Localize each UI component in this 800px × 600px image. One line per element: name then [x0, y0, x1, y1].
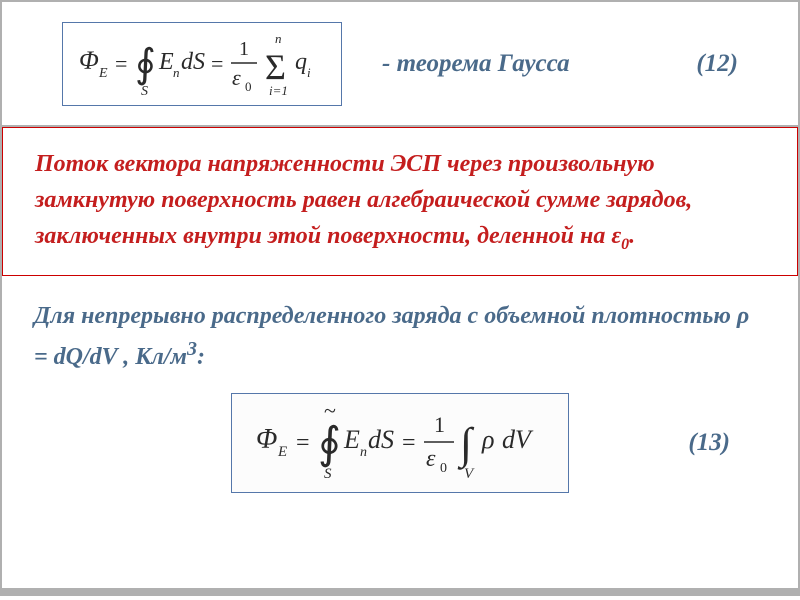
svg-text:S: S [141, 84, 148, 99]
formula-13-wrap: Φ E = ~ ∮ S E n dS = 1 ε [34, 393, 766, 493]
continuous-text: Для непрерывно распределенного заряда с … [34, 298, 766, 375]
epsilon-sub: 0 [621, 236, 629, 253]
svg-text:n: n [173, 65, 180, 80]
theorem-label: - теорема Гаусса [382, 50, 570, 78]
svg-text:S: S [324, 466, 332, 482]
epsilon-zero: ε0 [611, 223, 629, 249]
svg-text:=: = [115, 51, 127, 76]
continuous-colon: : [197, 344, 205, 370]
svg-text:dV: dV [502, 425, 534, 454]
svg-text:n: n [360, 445, 367, 460]
rho-symbol: ρ [737, 303, 749, 329]
svg-text:∫: ∫ [457, 419, 475, 470]
svg-text:E: E [158, 49, 174, 75]
svg-text:1: 1 [434, 412, 445, 437]
eq-num-13: (13) [688, 429, 730, 457]
svg-text:∮: ∮ [318, 419, 341, 468]
svg-text:E: E [98, 66, 108, 81]
bottom-divider [2, 588, 798, 594]
svg-text:E: E [277, 444, 287, 460]
formula-12-svg: Φ E = ∮ S E n dS = 1 ε 0 Σ [77, 29, 327, 99]
svg-text:0: 0 [245, 79, 252, 94]
formula-13-svg: Φ E = ~ ∮ S E n dS = 1 ε [254, 404, 544, 482]
svg-text:V: V [464, 466, 475, 482]
formula-13-box: Φ E = ~ ∮ S E n dS = 1 ε [231, 393, 569, 493]
formula-12-box: Φ E = ∮ S E n dS = 1 ε 0 Σ [62, 22, 342, 106]
continuous-prefix: Для непрерывно распределенного заряда с … [34, 303, 737, 329]
svg-text:ρ: ρ [481, 425, 494, 454]
definition-text: Поток вектора напряженности ЭСП через пр… [35, 151, 692, 249]
svg-text:Φ: Φ [256, 424, 277, 455]
svg-text:i: i [307, 65, 311, 80]
row1-text: - теорема Гаусса (12) [342, 50, 758, 78]
row-formula-12: Φ E = ∮ S E n dS = 1 ε 0 Σ [2, 2, 798, 127]
definition-box: Поток вектора напряженности ЭСП через пр… [2, 127, 798, 276]
svg-text:ε: ε [232, 65, 241, 90]
svg-text:∮: ∮ [135, 41, 156, 86]
svg-text:E: E [343, 425, 360, 454]
svg-text:ε: ε [426, 446, 436, 472]
svg-text:n: n [275, 31, 282, 46]
svg-text:Φ: Φ [79, 46, 99, 75]
svg-text:q: q [295, 49, 307, 75]
svg-text:dS: dS [181, 49, 205, 75]
svg-text:i=1: i=1 [269, 83, 288, 98]
svg-text:0: 0 [440, 461, 447, 476]
definition-period: . [629, 223, 635, 249]
svg-text:=: = [211, 51, 223, 76]
svg-text:=: = [296, 430, 310, 456]
row-continuous: Для непрерывно распределенного заряда с … [2, 276, 798, 493]
svg-text:Σ: Σ [265, 47, 286, 87]
svg-text:dS: dS [368, 425, 394, 454]
svg-text:1: 1 [239, 38, 249, 60]
cube-sup: 3 [187, 338, 197, 360]
epsilon-symbol: ε [611, 223, 621, 249]
continuous-eq: = dQ/dV , Кл/м [34, 344, 187, 370]
eq-num-12: (12) [696, 50, 738, 78]
svg-text:=: = [402, 430, 416, 456]
slide-container: Φ E = ∮ S E n dS = 1 ε 0 Σ [0, 0, 800, 596]
